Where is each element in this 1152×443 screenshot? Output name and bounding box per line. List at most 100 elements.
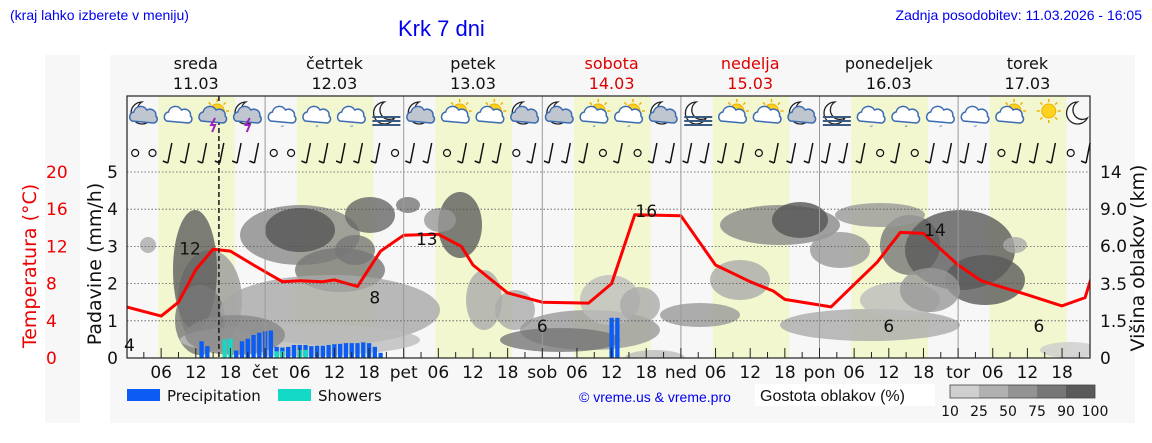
x-tick-label: 12	[324, 363, 346, 383]
sun-ray	[638, 101, 642, 106]
day-date: 14.03	[589, 74, 635, 93]
cloud-shape	[718, 105, 748, 124]
temperature-tick-label: 20	[46, 163, 68, 183]
cloud-density-swatch	[1008, 385, 1037, 398]
temperature-label: 4	[124, 336, 135, 356]
wind-barb-icon	[474, 142, 485, 164]
wind-barb-icon	[318, 142, 329, 164]
precip-tick-label: 5	[107, 163, 118, 183]
wind-barb-icon	[162, 142, 173, 164]
wind-barb-icon	[543, 142, 554, 164]
cloud-shape	[544, 105, 574, 124]
x-tick-label: 18	[358, 363, 380, 383]
cloud-density-blob	[396, 197, 420, 213]
sun-ray	[465, 101, 469, 106]
wind-barb-icon	[301, 142, 312, 164]
cloud-density-title-bg	[755, 384, 935, 406]
sun-ray	[623, 101, 628, 106]
sun-ray	[604, 101, 608, 106]
x-tick-label: 12	[1017, 363, 1039, 383]
cloud-height-tick-label: 6.0	[1100, 237, 1127, 257]
sun-cloud-thunder-icon	[198, 99, 230, 133]
precip-bar	[320, 345, 326, 358]
wind-barb-icon	[976, 142, 987, 164]
sun-ray	[1054, 101, 1058, 106]
wind-barb-icon	[370, 142, 381, 164]
x-tick-label: 12	[601, 363, 623, 383]
sun-cloud-rain-icon: ″	[579, 99, 611, 135]
cloud-rain-icon: ″	[925, 105, 955, 135]
cloud-density-blob	[620, 287, 660, 323]
cloud-rain-icon: ″	[302, 105, 332, 135]
cloud-density-blob	[625, 350, 685, 358]
sun-ray	[485, 101, 489, 106]
wind-barb-icon	[612, 142, 623, 164]
temperature-label: 13	[416, 230, 438, 250]
temperature-tick-label: 0	[46, 349, 57, 369]
precip-bar	[615, 317, 620, 358]
moon-cloud-icon	[406, 101, 436, 125]
showers-legend-label: Showers	[318, 387, 382, 405]
sun-cloud-icon	[718, 99, 749, 124]
temperature-label: 16	[635, 202, 657, 222]
wind-calm-icon	[390, 148, 400, 158]
cloud-density-tick: 25	[970, 404, 988, 420]
wind-barb-icon	[353, 142, 364, 164]
moon-cloud-icon	[544, 101, 574, 125]
cloud-density-blob	[345, 197, 395, 233]
wind-barb-icon	[335, 142, 346, 164]
temperature-label: 6	[883, 317, 894, 337]
wind-barb-icon	[457, 142, 468, 164]
cloud-height-tick-label: 9.0	[1100, 200, 1127, 220]
x-tick-label: 12	[462, 363, 484, 383]
x-tick-label: 06	[705, 363, 727, 383]
wind-barb-icon	[249, 142, 260, 164]
cloud-density-blob	[500, 328, 620, 352]
x-tick-label: 18	[1051, 363, 1073, 383]
region-hint[interactable]: (kraj lahko izberete v meniju)	[10, 7, 189, 23]
last-update: Zadnja posodobitev: 11.03.2026 - 16:05	[895, 7, 1142, 23]
precip-bar	[251, 334, 256, 358]
wind-calm-icon	[633, 148, 642, 158]
cloud-height-tick-label: 1.5	[1100, 312, 1127, 332]
cloud-density-swatch	[1066, 385, 1095, 398]
wind-barb-icon	[942, 142, 953, 164]
wind-calm-icon	[1066, 148, 1075, 158]
wind-calm-icon	[598, 148, 608, 158]
rain-drops: ″	[315, 125, 319, 135]
precip-tick-label: 0	[107, 349, 118, 369]
wind-barb-icon	[1011, 142, 1022, 164]
cloud-density-blob	[835, 203, 925, 227]
temperature-label: 8	[369, 289, 380, 309]
precip-bar	[609, 317, 614, 358]
cloud-shape	[406, 105, 436, 124]
wind-barb-icon	[179, 142, 190, 164]
wind-barb-icon	[214, 142, 225, 164]
wind-calm-icon	[997, 148, 1006, 158]
precip-bar	[239, 341, 245, 358]
sun-ray	[1019, 101, 1024, 106]
cloud-rain-icon: ″	[856, 105, 886, 135]
wind-barb-icon	[768, 142, 779, 164]
rain-drops: ″	[870, 125, 874, 135]
x-tick-label: 18	[913, 363, 935, 383]
x-tick-label: 18	[774, 363, 796, 383]
day-name: petek	[450, 54, 496, 73]
temperature-tick-label: 4	[46, 312, 57, 332]
cloud-density-tick: 50	[999, 404, 1017, 420]
wind-barb-icon	[803, 142, 814, 164]
cloud-shape	[614, 105, 644, 124]
cloud-shape	[336, 105, 366, 124]
rain-drops: ″	[281, 125, 285, 135]
moon-fog-icon	[822, 101, 851, 126]
sun-ray	[1005, 101, 1009, 106]
wind-barb-icon	[699, 142, 710, 164]
precip-bar	[355, 343, 360, 358]
wind-barb-icon	[959, 142, 970, 164]
wind-barb-icon	[561, 142, 572, 164]
day-name: sobota	[585, 54, 639, 73]
cloud-shape	[995, 105, 1025, 124]
wind-barb-icon	[231, 142, 242, 164]
x-tick-label: 06	[982, 363, 1004, 383]
cloud-shape	[475, 105, 505, 124]
